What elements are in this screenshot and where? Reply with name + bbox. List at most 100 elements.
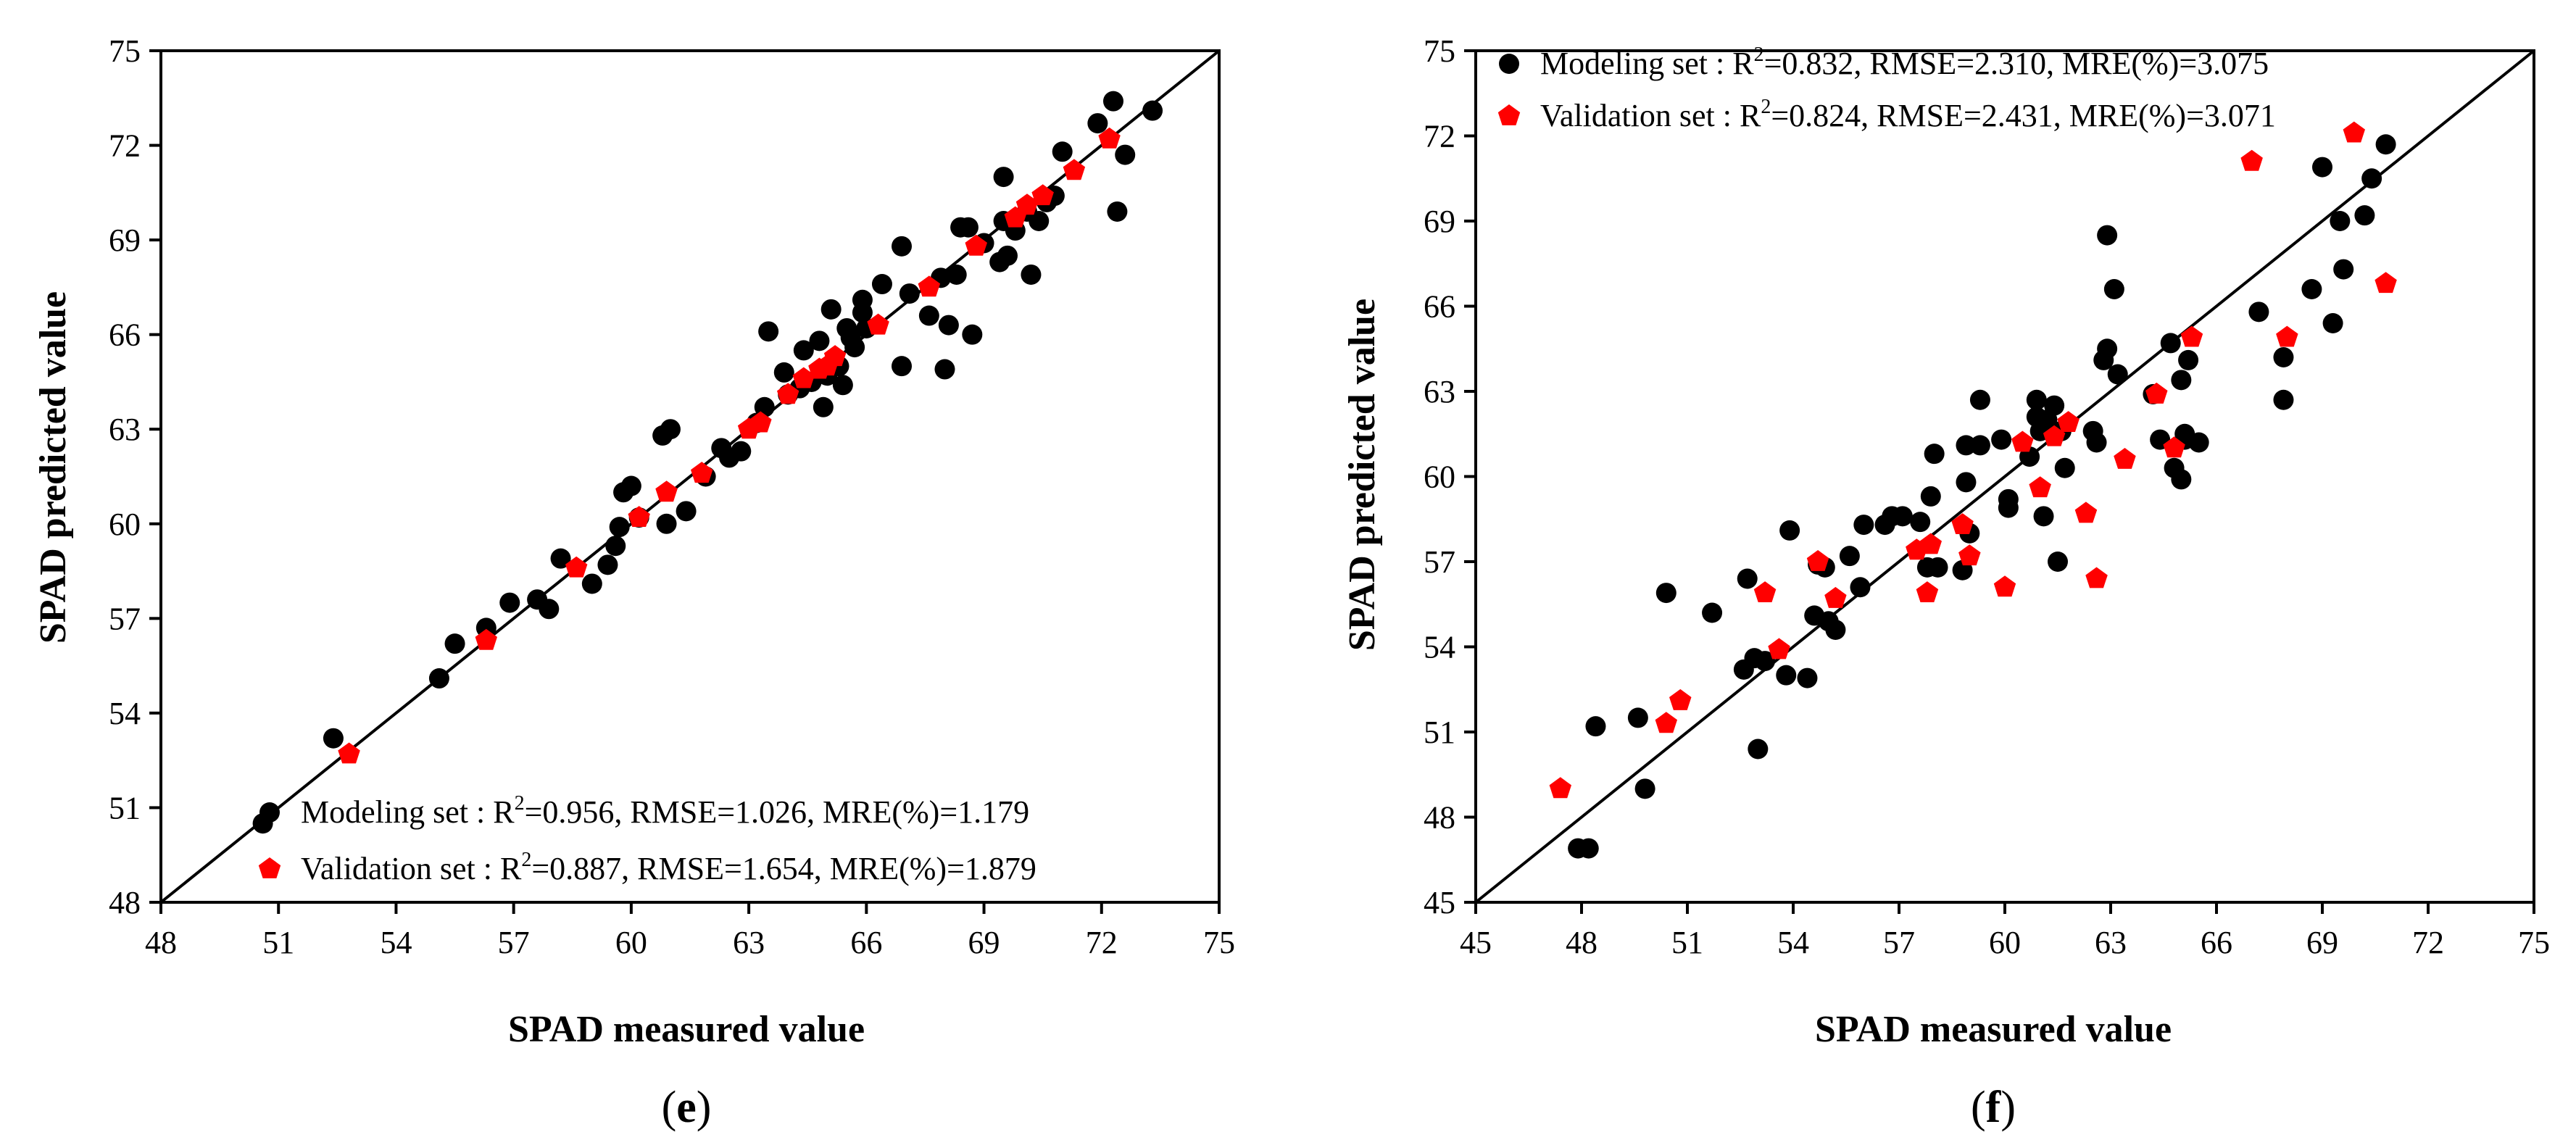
modeling-point: [539, 599, 560, 620]
validation-point: [338, 742, 360, 764]
validation-point: [2145, 382, 2168, 404]
y-tick-label: 60: [109, 507, 141, 542]
modeling-point: [550, 548, 571, 569]
validation-point: [1824, 586, 1847, 608]
validation-point: [1993, 575, 2016, 597]
validation-point: [1098, 127, 1121, 149]
modeling-point: [793, 340, 814, 361]
modeling-point: [844, 337, 865, 358]
validation-point: [823, 345, 847, 367]
legend-entry-modeling: Modeling set : R2=0.956, RMSE=1.026, MRE…: [301, 792, 1029, 830]
validation-point: [777, 383, 799, 404]
modeling-point: [2273, 389, 2294, 410]
modeling-point: [997, 245, 1018, 266]
modeling-point: [2330, 211, 2351, 231]
modeling-point: [892, 356, 912, 377]
validation-point: [565, 556, 588, 578]
modeling-point: [2322, 313, 2343, 333]
y-tick-label: 51: [1424, 715, 1455, 750]
validation-point: [2043, 425, 2066, 446]
modeling-point: [938, 315, 959, 336]
validation-point: [2011, 430, 2034, 452]
modeling-point: [1920, 486, 1941, 507]
modeling-point: [2160, 333, 2181, 354]
legend-marker-modeling: [1499, 54, 1519, 74]
modeling-point: [676, 501, 697, 522]
validation-point: [2343, 121, 2365, 143]
modeling-point: [1627, 707, 1648, 728]
modeling-point: [2086, 432, 2107, 453]
plot-frame: [159, 49, 1221, 904]
modeling-point: [934, 359, 955, 380]
modeling-point: [1956, 472, 1977, 493]
y-tick-label: 69: [109, 222, 141, 258]
modeling-point: [656, 513, 677, 534]
y-tick-label: 57: [1424, 544, 1455, 580]
validation-point: [628, 506, 650, 527]
x-tick-label: 51: [262, 925, 294, 960]
modeling-point: [2178, 349, 2199, 370]
chart-panel-f: SPAD predicted value SPAD measured value…: [1342, 33, 2550, 1132]
modeling-point: [609, 517, 630, 538]
modeling-point: [1956, 435, 1977, 456]
x-tick-label: 54: [1777, 925, 1809, 960]
modeling-point: [444, 633, 465, 654]
validation-point: [749, 411, 772, 433]
y-tick-label: 63: [109, 412, 141, 447]
x-tick-label: 75: [2518, 925, 2550, 960]
validation-point: [867, 313, 889, 335]
validation-point: [792, 367, 815, 388]
modeling-point: [918, 305, 939, 326]
modeling-point: [2361, 168, 2382, 189]
modeling-point: [1839, 546, 1860, 567]
modeling-point: [1107, 201, 1128, 222]
reference-line: [1474, 49, 2535, 904]
x-tick-label: 54: [380, 925, 412, 960]
modeling-point: [2312, 157, 2332, 178]
x-tick-label: 63: [733, 925, 765, 960]
modeling-point: [597, 554, 618, 575]
legend-marker-modeling: [259, 802, 280, 823]
validation-point: [1806, 550, 1829, 571]
validation-point: [2029, 476, 2051, 498]
modeling-point: [1578, 838, 1599, 859]
y-tick-label: 60: [1424, 459, 1455, 495]
modeling-point: [2048, 552, 2068, 572]
validation-point: [2276, 325, 2298, 347]
y-tick-label: 72: [1424, 119, 1455, 154]
modeling-point: [899, 283, 920, 304]
modeling-point: [2033, 506, 2054, 527]
y-tick-label: 66: [109, 317, 141, 353]
legend-entry-validation: Validation set : R2=0.887, RMSE=1.654, M…: [301, 849, 1036, 886]
modeling-point: [1910, 512, 1931, 533]
legend-entry-modeling: Modeling set : R2=0.832, RMSE=2.310, MRE…: [1540, 43, 2269, 81]
modeling-point: [2171, 469, 2192, 490]
validation-point: [1063, 159, 1086, 180]
y-tick-label: 66: [1424, 289, 1455, 325]
x-axis-title: SPAD measured value: [508, 1009, 865, 1050]
modeling-point: [660, 419, 681, 440]
modeling-point: [2301, 279, 2322, 299]
modeling-point: [852, 289, 873, 310]
modeling-point: [1969, 435, 1990, 456]
modeling-point: [1052, 141, 1073, 162]
validation-point: [2180, 325, 2203, 347]
y-tick-label: 48: [1424, 800, 1455, 836]
modeling-point: [809, 330, 830, 351]
validation-point: [2085, 567, 2108, 588]
modeling-point: [1969, 389, 1990, 410]
validation-point: [965, 234, 987, 256]
panel-label: (f): [1971, 1083, 2016, 1132]
modeling-point: [1797, 667, 1818, 688]
x-tick-label: 66: [850, 925, 882, 960]
validation-point: [1753, 581, 1777, 602]
modeling-point: [2354, 205, 2375, 226]
validation-point: [1669, 688, 1692, 710]
x-tick-label: 75: [1203, 925, 1235, 960]
modeling-point: [323, 728, 344, 749]
legend-marker-validation: [258, 857, 281, 878]
modeling-point: [2273, 347, 2294, 367]
validation-point: [1655, 712, 1677, 733]
modeling-point: [605, 536, 626, 557]
